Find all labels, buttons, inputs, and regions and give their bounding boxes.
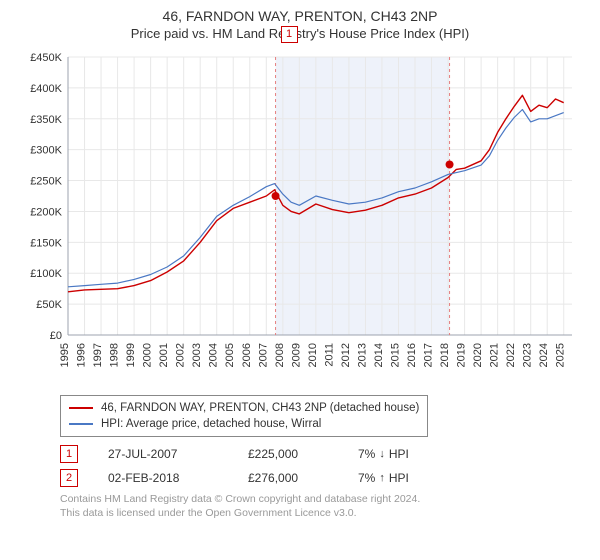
svg-text:£0: £0 [50, 330, 62, 342]
sale-marker-box: 1 [60, 445, 78, 463]
svg-text:£400K: £400K [30, 83, 62, 95]
sale-date: 02-FEB-2018 [108, 471, 218, 485]
sale-diff: 7% ↓ HPI [358, 447, 438, 461]
svg-text:1995: 1995 [59, 343, 71, 367]
svg-text:2003: 2003 [191, 343, 203, 367]
svg-text:2001: 2001 [158, 343, 170, 367]
sale-diff: 7% ↑ HPI [358, 471, 438, 485]
svg-text:£200K: £200K [30, 206, 62, 218]
legend-swatch [69, 407, 93, 409]
svg-text:£250K: £250K [30, 176, 62, 188]
legend-label: HPI: Average price, detached house, Wirr… [101, 416, 321, 432]
svg-text:2025: 2025 [555, 343, 567, 367]
price-chart: £0 £50K £100K £150K £200K £250K £300K £350K £400… [20, 51, 580, 381]
chart-sale-marker: 1 [281, 26, 298, 43]
sale-row: 2 02-FEB-2018 £276,000 7% ↑ HPI [60, 469, 580, 487]
page-title: 46, FARNDON WAY, PRENTON, CH43 2NP [20, 8, 580, 24]
sales-table: 1 27-JUL-2007 £225,000 7% ↓ HPI 2 02-FEB-2018… [60, 445, 580, 487]
svg-text:2017: 2017 [423, 343, 435, 367]
svg-text:2022: 2022 [505, 343, 517, 367]
sale-price: £276,000 [248, 471, 328, 485]
sale-price: £225,000 [248, 447, 328, 461]
svg-text:2011: 2011 [323, 343, 335, 367]
footer-line: Contains HM Land Registry data © Crown c… [60, 493, 580, 507]
svg-text:£50K: £50K [36, 299, 62, 311]
legend-item: 46, FARNDON WAY, PRENTON, CH43 2NP (deta… [69, 400, 419, 416]
sale-date: 27-JUL-2007 [108, 447, 218, 461]
legend-label: 46, FARNDON WAY, PRENTON, CH43 2NP (deta… [101, 400, 419, 416]
footer-attribution: Contains HM Land Registry data © Crown c… [60, 493, 580, 520]
svg-text:2012: 2012 [340, 343, 352, 367]
svg-text:2000: 2000 [142, 343, 154, 367]
chart-legend: 46, FARNDON WAY, PRENTON, CH43 2NP (deta… [60, 395, 428, 437]
svg-text:2020: 2020 [472, 343, 484, 367]
svg-text:2015: 2015 [389, 343, 401, 367]
svg-text:2007: 2007 [257, 343, 269, 367]
svg-text:£450K: £450K [30, 52, 62, 64]
svg-text:2023: 2023 [522, 343, 534, 367]
svg-text:2016: 2016 [406, 343, 418, 367]
svg-text:2009: 2009 [290, 343, 302, 367]
svg-text:2010: 2010 [307, 343, 319, 367]
svg-text:£350K: £350K [30, 114, 62, 126]
svg-text:2002: 2002 [175, 343, 187, 367]
svg-text:2006: 2006 [241, 343, 253, 367]
svg-text:£150K: £150K [30, 237, 62, 249]
svg-text:2019: 2019 [456, 343, 468, 367]
legend-swatch [69, 423, 93, 425]
svg-text:2018: 2018 [439, 343, 451, 367]
svg-text:1999: 1999 [125, 343, 137, 367]
svg-text:£100K: £100K [30, 268, 62, 280]
svg-text:2004: 2004 [208, 343, 220, 367]
footer-line: This data is licensed under the Open Gov… [60, 507, 580, 521]
svg-text:2013: 2013 [356, 343, 368, 367]
svg-text:£300K: £300K [30, 145, 62, 157]
svg-text:1997: 1997 [92, 343, 104, 367]
legend-item: HPI: Average price, detached house, Wirr… [69, 416, 419, 432]
svg-text:2014: 2014 [373, 343, 385, 367]
svg-text:1998: 1998 [109, 343, 121, 367]
svg-text:2008: 2008 [274, 343, 286, 367]
page-subtitle: Price paid vs. HM Land Registry's House … [20, 26, 580, 41]
sale-marker-box: 2 [60, 469, 78, 487]
svg-text:2021: 2021 [489, 343, 501, 367]
sale-row: 1 27-JUL-2007 £225,000 7% ↓ HPI [60, 445, 580, 463]
svg-text:2005: 2005 [224, 343, 236, 367]
svg-text:1996: 1996 [76, 343, 88, 367]
svg-text:2024: 2024 [538, 343, 550, 367]
